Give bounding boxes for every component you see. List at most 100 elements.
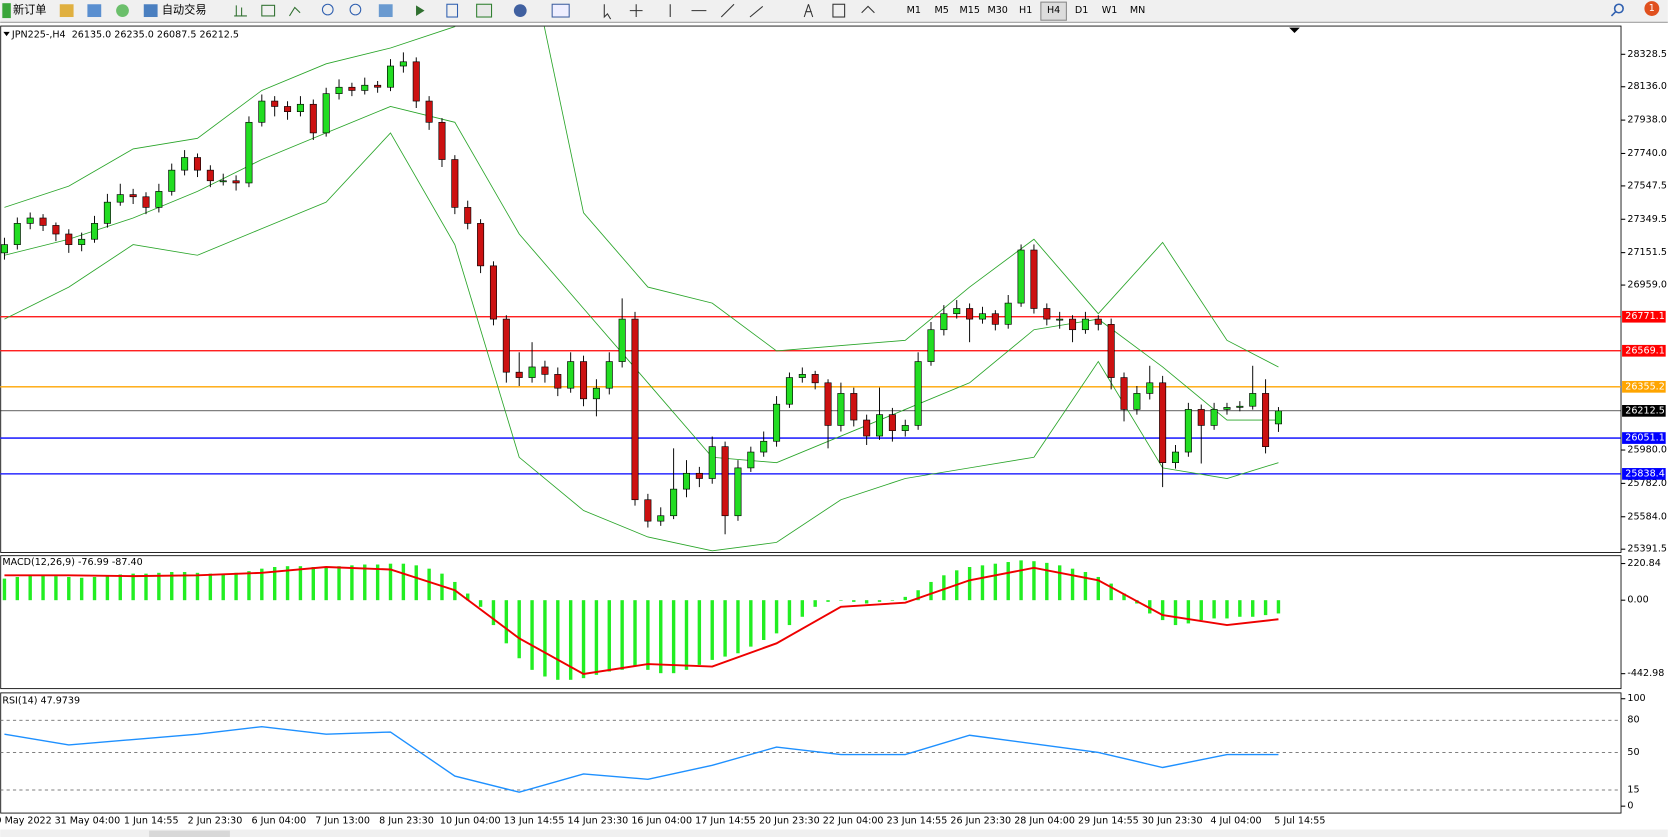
x-tick-label: 6 Jun 04:00: [252, 816, 307, 827]
candle-body: [901, 425, 909, 431]
timeframe-button[interactable]: H4: [1040, 1, 1067, 21]
candle-body: [232, 180, 240, 184]
macd-bar: [864, 600, 869, 604]
auto-trading-button[interactable]: 自动交易: [143, 3, 207, 18]
scrollbar-tab[interactable]: [149, 830, 230, 837]
candle-body: [1159, 382, 1167, 463]
icon: [87, 4, 102, 18]
macd-bar: [929, 581, 933, 601]
candle-body: [605, 361, 613, 389]
macd-bar: [1225, 600, 1229, 619]
candle-body: [760, 440, 768, 453]
timeframe-button[interactable]: M1: [907, 5, 921, 16]
rsi-line: [4, 725, 1279, 793]
x-tick-label: 10 Jun 04:00: [440, 816, 501, 827]
icon: [603, 4, 612, 20]
candle-body: [425, 100, 433, 123]
notifications-button[interactable]: 1: [1644, 1, 1660, 16]
candle-body: [1184, 409, 1192, 453]
notification-badge: [1644, 1, 1660, 16]
notification-count: 1: [1649, 3, 1655, 14]
rsi-panel-frame: [0, 692, 1622, 814]
candle-body: [1274, 410, 1282, 425]
timeframe-button[interactable]: H1: [1019, 5, 1032, 16]
x-tick-label: 7 Jun 13:00: [315, 816, 370, 827]
candle-body: [451, 159, 459, 208]
level-label: 26771.1: [1625, 311, 1665, 322]
y-tick-label: 25391.5: [1627, 544, 1667, 555]
macd-bar: [92, 576, 97, 601]
macd-bar: [916, 590, 920, 601]
macd-bar: [1096, 576, 1100, 601]
macd-bar: [787, 600, 792, 626]
x-tick-label: 2 Jun 23:30: [188, 816, 243, 827]
candle-body: [515, 371, 523, 378]
x-tick-label: 9 May 2022: [0, 816, 52, 827]
macd-plot: [2, 560, 1281, 680]
macd-bar: [388, 563, 393, 601]
level-label: 26569.1: [1625, 345, 1665, 356]
macd-bar: [478, 600, 483, 607]
candle-body: [1017, 249, 1025, 304]
candle-body: [1107, 324, 1115, 378]
timeframe-button[interactable]: W1: [1102, 5, 1118, 16]
macd-bar: [877, 600, 882, 602]
candle-body: [1069, 318, 1077, 331]
candle-body: [747, 451, 755, 469]
macd-bar: [993, 563, 998, 601]
candle-body: [876, 414, 884, 437]
macd-bar: [980, 565, 985, 601]
candle-body: [309, 103, 317, 134]
icon: [629, 4, 643, 18]
candle-body: [631, 318, 639, 501]
macd-bar: [41, 575, 45, 601]
candle-body: [129, 194, 137, 198]
candle-body: [682, 472, 690, 490]
candle-body: [670, 488, 678, 517]
candle-body: [1236, 405, 1244, 408]
candle-body: [1210, 409, 1218, 426]
timeframe-button[interactable]: D1: [1075, 5, 1088, 16]
candle-body: [361, 84, 369, 91]
search-button[interactable]: [1610, 3, 1624, 17]
candle-body: [438, 121, 446, 160]
x-tick-label: 14 Jun 23:30: [568, 816, 629, 827]
macd-bar: [903, 596, 907, 601]
macd-bar: [272, 567, 277, 601]
macd-bar: [774, 600, 779, 634]
candle-body: [991, 313, 999, 325]
macd-bar: [1251, 600, 1255, 617]
macd-bar: [491, 600, 496, 626]
x-tick-label: 29 Jun 14:55: [1078, 816, 1139, 827]
macd-tick-label: -442.98: [1627, 668, 1664, 679]
candle-body: [888, 414, 896, 431]
candle-body: [1146, 382, 1154, 394]
macd-bar: [568, 600, 573, 680]
candle-body: [65, 233, 73, 245]
macd-bar: [195, 572, 200, 601]
new-order-button[interactable]: 新订单: [2, 3, 46, 19]
x-tick-label: 16 Jun 04:00: [631, 816, 692, 827]
timeframe-button[interactable]: M30: [987, 5, 1007, 16]
candle-body: [914, 361, 922, 426]
candle-body: [168, 169, 176, 192]
auto-trading-label: 自动交易: [162, 3, 207, 17]
rsi-plot: [0, 719, 1622, 793]
candle-body: [1171, 451, 1180, 463]
candle-body: [850, 393, 858, 421]
timeframe-label: H1: [1019, 5, 1032, 16]
macd-bar: [852, 600, 856, 602]
candle-body: [271, 100, 279, 107]
candle-body: [708, 446, 716, 479]
main-panel-frame: [0, 25, 1622, 553]
candle-body: [567, 361, 575, 389]
timeframe-button[interactable]: M15: [959, 5, 979, 16]
macd-bar: [298, 566, 303, 601]
macd-bar: [285, 566, 290, 601]
macd-tick-label: 0.00: [1627, 595, 1648, 606]
toolbar-icons: [59, 4, 129, 18]
timeframe-button[interactable]: MN: [1130, 5, 1145, 16]
candle-body: [219, 180, 227, 183]
macd-bar: [517, 600, 521, 659]
timeframe-button[interactable]: M5: [935, 5, 949, 16]
